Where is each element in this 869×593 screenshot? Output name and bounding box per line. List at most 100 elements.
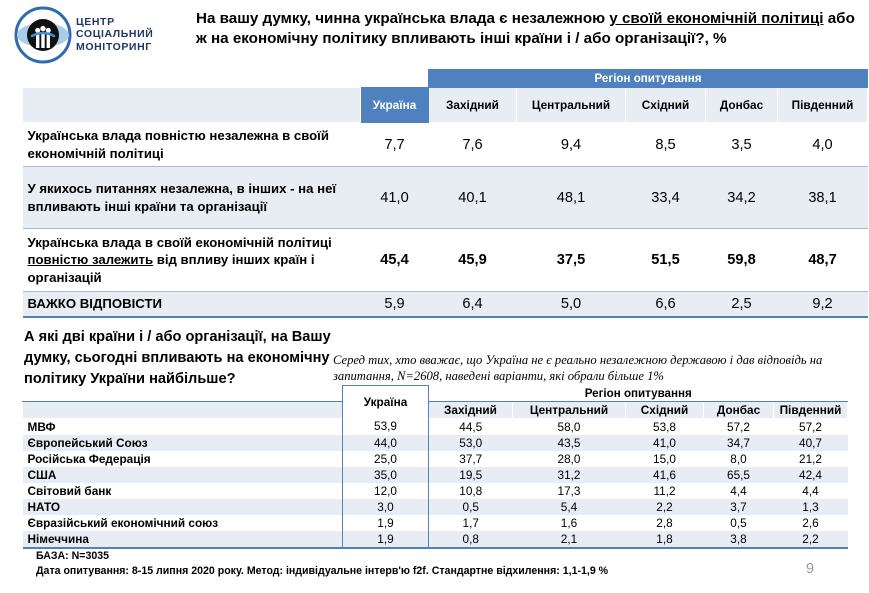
table2-col-south: Південний <box>773 400 848 419</box>
footer-method-line: Дата опитування: 8-15 липня 2020 року. М… <box>36 564 609 577</box>
table-row: Німеччина 1,9 0,8 2,1 1,8 3,8 2,2 <box>22 530 848 549</box>
table2-row-3-central: 31,2 <box>512 466 626 483</box>
table2-row-7-central: 2,1 <box>512 530 626 549</box>
question-2-results-table: Україна Регіон опитування Західний Центр… <box>22 385 848 549</box>
table1-band-spacer-ua <box>360 69 429 88</box>
table2-row-2-label: Російська Федерація <box>22 450 343 467</box>
table2-band-row: Україна Регіон опитування <box>22 385 848 418</box>
table2-row-0-east: 53,8 <box>625 418 704 435</box>
question-2-note: Серед тих, хто вважає, що Україна не є р… <box>333 353 823 383</box>
table2-row-5-label: НАТО <box>22 498 343 515</box>
table2-row-1-central: 43,5 <box>512 434 626 451</box>
table1-row-2-label: Українська влада в своїй економічній пол… <box>22 228 361 292</box>
table1-row-2-west: 45,9 <box>428 228 517 292</box>
table1-col-donbas: Донбас <box>705 87 778 123</box>
table2-row-4-west: 10,8 <box>428 482 513 499</box>
table2-row-2-central: 28,0 <box>512 450 626 467</box>
table1-row-1-label: У якихось питаннях незалежна, в інших - … <box>22 166 361 229</box>
table-row: Євразійський економічний союз 1,9 1,7 1,… <box>22 514 848 531</box>
table1-row-1-ukraine: 41,0 <box>360 166 429 229</box>
table1-row-3-ukraine: 5,9 <box>360 291 429 318</box>
table1-row-3-east: 6,6 <box>625 291 706 318</box>
table1-row-1-donbas: 34,2 <box>705 166 778 229</box>
table1-header-row: Україна Західний Центральний Східний Дон… <box>22 87 869 123</box>
table1-row-3-label: ВАЖКО ВІДПОВІСТИ <box>22 291 361 318</box>
table2-row-7-south: 2,2 <box>773 530 848 549</box>
table2-row-4-donbas: 4,4 <box>703 482 774 499</box>
table1-row-2-east: 51,5 <box>625 228 706 292</box>
table2-row-0-ukraine: 53,9 <box>342 418 429 435</box>
table2-row-1-donbas: 34,7 <box>703 434 774 451</box>
table1-row-3-donbas: 2,5 <box>705 291 778 318</box>
table2-row-5-ukraine: 3,0 <box>342 498 429 515</box>
table1-row-0-south: 4,0 <box>777 122 868 167</box>
table1-band-row: Регіон опитування <box>22 69 869 88</box>
table2-row-4-label: Світовий банк <box>22 482 343 499</box>
table-row: Світовий банк 12,0 10,8 17,3 11,2 4,4 4,… <box>22 482 848 499</box>
table2-row-6-south: 2,6 <box>773 514 848 531</box>
table2-row-5-central: 5,4 <box>512 498 626 515</box>
people-in-circle-logo-icon <box>14 6 72 64</box>
table2-row-6-east: 2,8 <box>625 514 704 531</box>
table2-row-1-south: 40,7 <box>773 434 848 451</box>
table2-region-band: Регіон опитування <box>428 385 848 402</box>
table2-row-2-ukraine: 25,0 <box>342 450 429 467</box>
q1-part1: На вашу думку, чинна українська влада є … <box>196 10 610 27</box>
table1-row-2-ukraine: 45,4 <box>360 228 429 292</box>
table1-row-3-central: 5,0 <box>516 291 626 318</box>
table2-row-2-east: 15,0 <box>625 450 704 467</box>
table2-row-6-donbas: 0,5 <box>703 514 774 531</box>
table2-row-3-label: США <box>22 466 343 483</box>
table2-col-donbas: Донбас <box>703 400 774 419</box>
table2-row-5-east: 2,2 <box>625 498 704 515</box>
table2-row-0-central: 58,0 <box>512 418 626 435</box>
table2-corner-cell <box>22 400 343 419</box>
table2-col-ukraine: Україна <box>342 385 429 418</box>
table2-row-6-west: 1,7 <box>428 514 513 531</box>
table1-row-1-east: 33,4 <box>625 166 706 229</box>
table2-row-1-west: 53,0 <box>428 434 513 451</box>
table2-row-4-east: 11,2 <box>625 482 704 499</box>
table-row: Європейський Союз 44,0 53,0 43,5 41,0 34… <box>22 434 848 451</box>
table1-row-0-central: 9,4 <box>516 122 626 167</box>
table-row: Російська Федерація 25,0 37,7 28,0 15,0 … <box>22 450 848 467</box>
logo-line-1: ЦЕНТР <box>76 16 115 28</box>
table1-row-1-south: 38,1 <box>777 166 868 229</box>
table2-row-7-ukraine: 1,9 <box>342 530 429 549</box>
table2-row-2-donbas: 8,0 <box>703 450 774 467</box>
logo-line-2: СОЦІАЛЬНИЙ <box>76 28 154 41</box>
question-2-title: А які дві країни і / або організації, на… <box>24 329 331 387</box>
table2-row-0-donbas: 57,2 <box>703 418 774 435</box>
table2-row-6-ukraine: 1,9 <box>342 514 429 531</box>
table2-row-3-donbas: 65,5 <box>703 466 774 483</box>
table-row: МВФ 53,9 44,5 58,0 53,8 57,2 57,2 <box>22 418 848 435</box>
table2-row-2-south: 21,2 <box>773 450 848 467</box>
company-logo: ЦЕНТР СОЦІАЛЬНИЙ МОНІТОРИНГ <box>8 4 186 66</box>
table2-row-7-label: Німеччина <box>22 530 343 549</box>
table1-row-2-donbas: 59,8 <box>705 228 778 292</box>
slide-footer: БАЗА: N=3035 Дата опитування: 8-15 липня… <box>36 549 608 578</box>
table2-band-spacer <box>22 385 343 402</box>
table2-row-1-ukraine: 44,0 <box>342 434 429 451</box>
table1-row-2-central: 37,5 <box>516 228 626 292</box>
table2-row-0-label: МВФ <box>22 418 343 435</box>
table1-row-0-donbas: 3,5 <box>705 122 778 167</box>
table1-row-0-east: 8,5 <box>625 122 706 167</box>
table1-col-south: Південний <box>776 87 869 123</box>
table-row: У якихось питаннях незалежна, в інших - … <box>22 166 868 229</box>
logo-wordmark: ЦЕНТР СОЦІАЛЬНИЙ МОНІТОРИНГ <box>76 16 153 53</box>
table2-row-0-west: 44,5 <box>428 418 513 435</box>
table2-row-4-south: 4,4 <box>773 482 848 499</box>
table1-row-2-label-underlined: повністю залежить <box>27 252 154 268</box>
table2-row-6-label: Євразійський економічний союз <box>22 514 343 531</box>
table2-col-east: Східний <box>625 400 704 419</box>
table2-row-5-west: 0,5 <box>428 498 513 515</box>
table-row: НАТО 3,0 0,5 5,4 2,2 3,7 1,3 <box>22 498 848 515</box>
table2-row-4-central: 17,3 <box>512 482 626 499</box>
logo-line-3: МОНІТОРИНГ <box>76 40 152 53</box>
table1-band-spacer <box>22 69 361 88</box>
table-row: США 35,0 19,5 31,2 41,6 65,5 42,4 <box>22 466 848 483</box>
table2-row-3-east: 41,6 <box>625 466 704 483</box>
table2-row-7-west: 0,8 <box>428 530 513 549</box>
table2-header-row: Західний Центральний Східний Донбас Півд… <box>22 400 848 419</box>
